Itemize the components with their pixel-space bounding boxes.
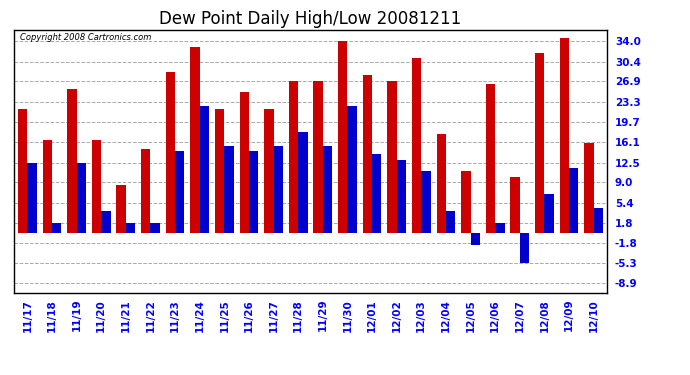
Bar (18, 109, 28, 233)
Bar (412, 58, 422, 233)
Bar (560, 39, 569, 233)
Bar (249, 152, 258, 233)
Bar (461, 171, 471, 233)
Bar (363, 75, 372, 233)
Bar (446, 211, 455, 233)
Bar (313, 81, 323, 233)
Bar (535, 53, 544, 233)
Bar (273, 146, 283, 233)
Bar (52, 223, 61, 233)
Bar (348, 106, 357, 233)
Bar (126, 223, 135, 233)
Bar (67, 89, 77, 233)
Bar (215, 109, 224, 233)
Bar (175, 152, 184, 233)
Bar (199, 106, 209, 233)
Bar (264, 109, 273, 233)
Bar (298, 132, 308, 233)
Bar (43, 140, 52, 233)
Bar (117, 185, 126, 233)
Title: Dew Point Daily High/Low 20081211: Dew Point Daily High/Low 20081211 (159, 10, 462, 28)
Bar (77, 163, 86, 233)
Bar (28, 163, 37, 233)
Bar (437, 134, 446, 233)
Bar (141, 148, 150, 233)
Bar (166, 72, 175, 233)
Bar (584, 143, 593, 233)
Bar (569, 168, 578, 233)
Bar (289, 81, 298, 233)
Bar (239, 92, 249, 233)
Bar (511, 177, 520, 233)
Bar (92, 140, 101, 233)
Bar (544, 194, 554, 233)
Bar (372, 154, 382, 233)
Bar (224, 146, 234, 233)
Text: Copyright 2008 Cartronics.com: Copyright 2008 Cartronics.com (20, 33, 151, 42)
Bar (486, 84, 495, 233)
Bar (150, 223, 160, 233)
Bar (190, 47, 199, 233)
Bar (422, 171, 431, 233)
Bar (101, 211, 110, 233)
Bar (397, 160, 406, 233)
Bar (471, 233, 480, 244)
Bar (520, 233, 529, 263)
Bar (323, 146, 332, 233)
Bar (338, 41, 348, 233)
Bar (593, 208, 603, 233)
Bar (495, 223, 504, 233)
Bar (387, 81, 397, 233)
